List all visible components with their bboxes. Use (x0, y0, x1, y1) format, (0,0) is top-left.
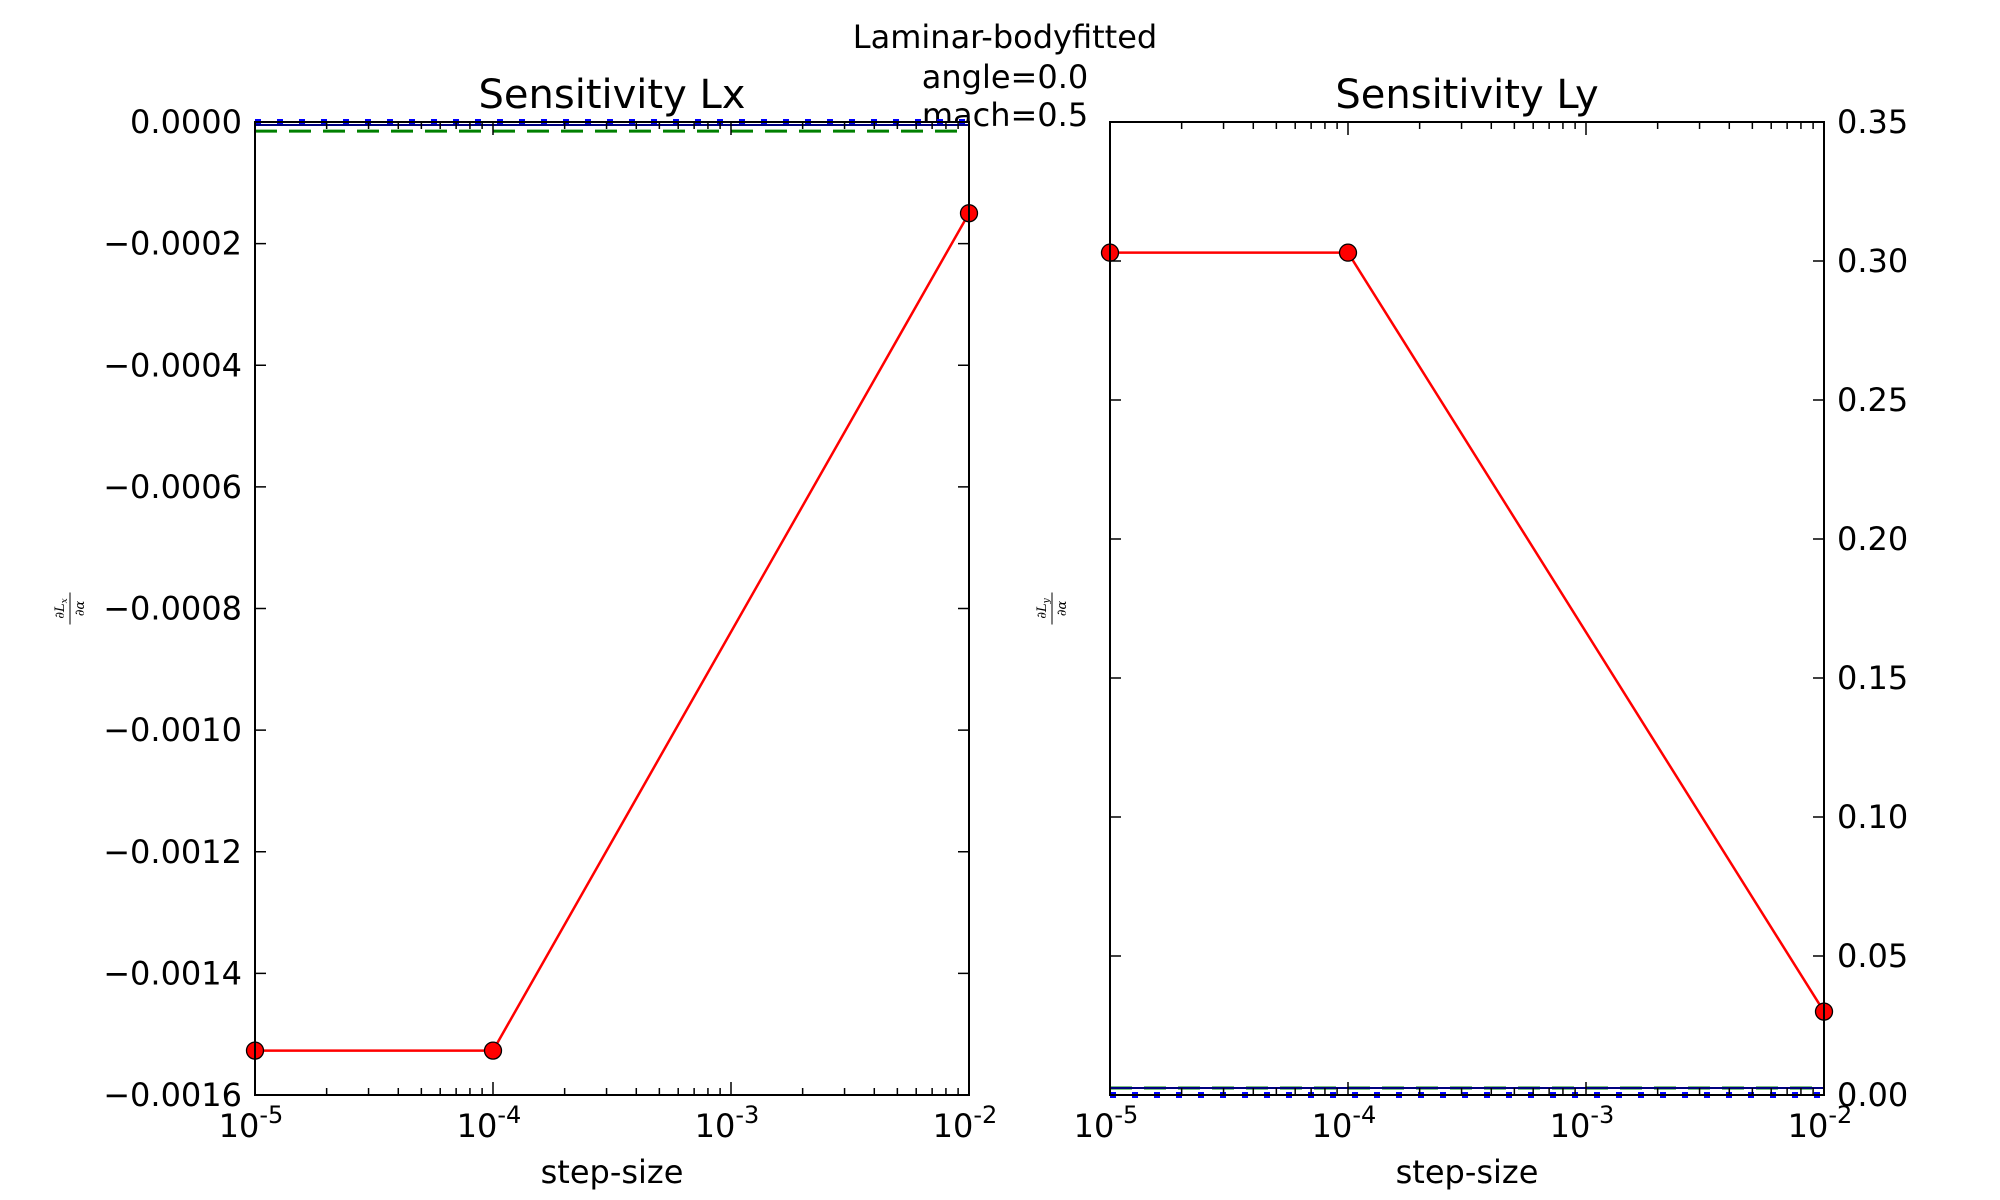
y-tick-label: 0.30 (1837, 242, 1908, 280)
y-tick-label: −0.0014 (103, 954, 242, 992)
x-tick-base: 10 (1074, 1107, 1115, 1145)
x-tick-label: 10-2 (1788, 1101, 1853, 1145)
x-tick-base: 10 (933, 1107, 974, 1145)
chart-title: Sensitivity Lx (479, 72, 746, 118)
chart-title: Sensitivity Ly (1335, 72, 1598, 118)
y-tick-label: 0.25 (1837, 381, 1908, 419)
y-tick-label: 0.15 (1837, 659, 1908, 697)
suptitle-line: angle=0.0 (922, 58, 1088, 96)
y-label-num-subscript: y (1042, 597, 1052, 604)
y-label-num-subscript: x (60, 598, 70, 603)
y-tick-label: −0.0012 (103, 833, 242, 871)
x-tick-label: 10-3 (1550, 1101, 1615, 1145)
y-tick-label: −0.0008 (103, 590, 242, 628)
x-tick-exponent: -2 (1828, 1101, 1852, 1129)
x-tick-label: 10-3 (695, 1101, 760, 1145)
y-axis-label-numerator: ∂Lx (53, 598, 70, 618)
x-tick-base: 10 (457, 1107, 498, 1145)
y-tick-label: −0.0006 (103, 468, 242, 506)
y-tick-label: −0.0016 (103, 1076, 242, 1114)
x-axis-label: step-size (1396, 1153, 1539, 1191)
y-label-num-text: ∂L (1035, 603, 1050, 618)
plot-area (255, 122, 969, 1095)
y-tick-label: 0.20 (1837, 520, 1908, 558)
y-tick-label: −0.0010 (103, 711, 242, 749)
y-axis-label: ∂Ly ∂α (1035, 592, 1070, 625)
x-tick-label: 10-4 (457, 1101, 522, 1145)
y-tick-label: 0.0000 (130, 103, 242, 141)
x-tick-exponent: -4 (1352, 1101, 1376, 1129)
plot-area (1110, 122, 1824, 1095)
y-tick-label: 0.00 (1837, 1076, 1908, 1114)
x-tick-label: 10-5 (219, 1101, 284, 1145)
x-tick-base: 10 (1788, 1107, 1829, 1145)
x-tick-exponent: -3 (1590, 1101, 1614, 1129)
y-axis-label-numerator: ∂Ly (1035, 597, 1052, 618)
x-tick-label: 10-4 (1312, 1101, 1377, 1145)
suptitle-line: Laminar-bodyfitted (853, 18, 1157, 56)
y-axis-label: ∂Lx ∂α (53, 592, 88, 625)
y-axis-label-denominator: ∂α (1055, 601, 1070, 617)
y-tick-label: 0.35 (1837, 103, 1908, 141)
y-tick-label: −0.0004 (103, 346, 242, 384)
y-tick-label: 0.10 (1837, 798, 1908, 836)
x-axis-label: step-size (541, 1153, 684, 1191)
y-tick-label: 0.05 (1837, 937, 1908, 975)
data-point (1338, 243, 1358, 262)
x-tick-base: 10 (1550, 1107, 1591, 1145)
x-tick-base: 10 (1312, 1107, 1353, 1145)
x-tick-label: 10-5 (1074, 1101, 1139, 1145)
x-tick-label: 10-2 (933, 1101, 998, 1145)
x-tick-exponent: -5 (259, 1101, 283, 1129)
x-tick-exponent: -3 (735, 1101, 759, 1129)
panel-sensitivity-lx: 10-5 10-4 10-3 10-20.0000−0.0002−0.0004−0.0… (53, 72, 997, 1191)
y-label-num-text: ∂L (53, 603, 68, 618)
panel-sensitivity-ly: 10-5 10-4 10-3 10-20.350.300.250.200.150.10… (1035, 72, 1908, 1191)
x-tick-exponent: -5 (1114, 1101, 1138, 1129)
plot-frame (1109, 121, 1825, 1096)
x-tick-base: 10 (695, 1107, 736, 1145)
x-tick-base: 10 (219, 1107, 260, 1145)
data-point (483, 1041, 503, 1060)
y-axis-label-denominator: ∂α (73, 601, 88, 617)
y-tick-label: −0.0002 (103, 225, 242, 263)
x-tick-exponent: -4 (497, 1101, 521, 1129)
x-tick-exponent: -2 (973, 1101, 997, 1129)
